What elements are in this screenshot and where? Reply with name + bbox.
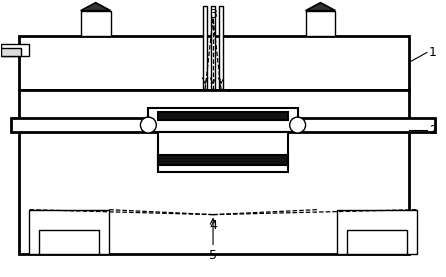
Text: 5: 5 [209, 250, 217, 262]
Text: 2: 2 [429, 124, 437, 137]
Bar [211, 6, 215, 89]
Bar [19, 35, 409, 90]
Bar [81, 11, 111, 35]
Bar [158, 112, 288, 120]
Bar [39, 230, 99, 254]
Bar [158, 155, 288, 165]
Circle shape [140, 117, 157, 133]
Text: 4: 4 [209, 219, 217, 232]
Circle shape [289, 117, 306, 133]
Bar [306, 11, 335, 35]
Text: 1: 1 [429, 46, 437, 59]
Bar [1, 45, 29, 57]
Bar [158, 132, 288, 172]
Text: 3: 3 [209, 8, 217, 21]
Polygon shape [81, 3, 111, 11]
Bar [29, 210, 108, 254]
Bar [338, 210, 417, 254]
Bar [149, 108, 297, 132]
Bar [1, 48, 21, 57]
Bar [19, 90, 409, 254]
Polygon shape [306, 3, 335, 11]
Bar [347, 230, 407, 254]
Bar [203, 6, 207, 89]
Bar [219, 6, 223, 89]
Bar [11, 118, 435, 132]
